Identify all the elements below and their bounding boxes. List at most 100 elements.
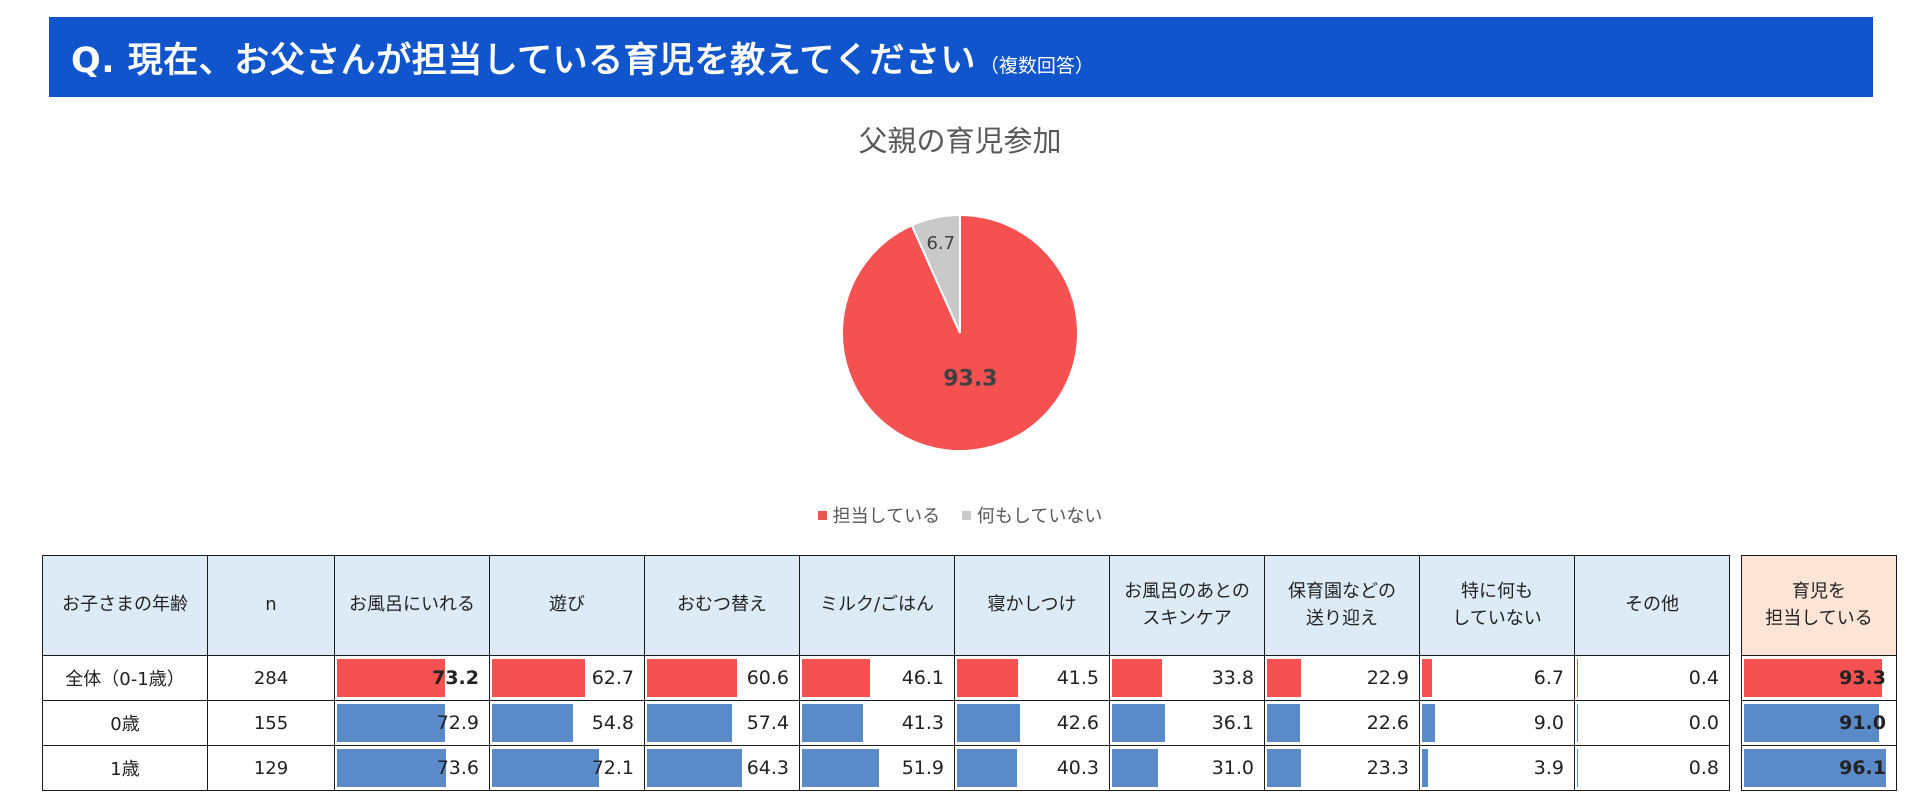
bar-bath bbox=[337, 749, 446, 787]
cell-milk: 51.9 bbox=[799, 745, 955, 791]
cell-skincare: 31.0 bbox=[1109, 745, 1265, 791]
column-header-diaper: おむつ替え bbox=[644, 555, 800, 656]
value-skincare: 36.1 bbox=[1211, 712, 1254, 734]
value-total: 96.1 bbox=[1839, 757, 1886, 779]
row-n: 284 bbox=[207, 655, 335, 701]
column-header-other: その他 bbox=[1574, 555, 1730, 656]
cell-total: 93.3 bbox=[1741, 655, 1897, 701]
value-pickup: 22.9 bbox=[1366, 667, 1409, 689]
pie-label-nothing: 6.7 bbox=[926, 233, 955, 254]
value-diaper: 57.4 bbox=[746, 712, 789, 734]
column-header-skincare: お風呂のあとの スキンケア bbox=[1109, 555, 1265, 656]
bar-other bbox=[1577, 659, 1578, 697]
bar-diaper bbox=[647, 704, 732, 742]
value-other: 0.8 bbox=[1688, 757, 1719, 779]
value-other: 0.0 bbox=[1688, 712, 1719, 734]
question-title: Q. 現在、お父さんが担当している育児を教えてください bbox=[71, 40, 976, 81]
value-milk: 46.1 bbox=[901, 667, 944, 689]
legend-label-assigned: 担当している bbox=[832, 506, 941, 527]
cell-sleep: 40.3 bbox=[954, 745, 1110, 791]
row-n: 155 bbox=[207, 700, 335, 746]
row-label: 1歳 bbox=[42, 745, 208, 791]
cell-diaper: 64.3 bbox=[644, 745, 800, 791]
column-header-bath: お風呂にいれる bbox=[334, 555, 490, 656]
bar-play bbox=[492, 749, 599, 787]
column-header-nothing: 特に何も していない bbox=[1419, 555, 1575, 656]
value-total: 93.3 bbox=[1839, 667, 1886, 689]
bar-bath bbox=[337, 659, 446, 697]
row-label: 全体（0-1歳） bbox=[42, 655, 208, 701]
cell-bath: 72.9 bbox=[334, 700, 490, 746]
legend-swatch-assigned bbox=[817, 510, 827, 520]
pie-label-assigned: 93.3 bbox=[943, 366, 997, 391]
bar-milk bbox=[802, 659, 871, 697]
value-nothing: 9.0 bbox=[1533, 712, 1564, 734]
cell-nothing: 9.0 bbox=[1419, 700, 1575, 746]
cell-total: 91.0 bbox=[1741, 700, 1897, 746]
value-skincare: 33.8 bbox=[1211, 667, 1254, 689]
column-gap bbox=[1730, 656, 1742, 701]
column-header-play: 遊び bbox=[489, 555, 645, 656]
cell-pickup: 23.3 bbox=[1264, 745, 1420, 791]
column-header-sleep: 寝かしつけ bbox=[954, 555, 1110, 656]
table-header-row: お子さまの年齢 n お風呂にいれる 遊び おむつ替え ミルク/ごはん 寝かしつけ お風呂のあと… bbox=[42, 555, 1897, 656]
row-n: 129 bbox=[207, 745, 335, 791]
bar-pickup bbox=[1267, 659, 1301, 697]
pie-slice-nothing bbox=[910, 213, 961, 334]
value-play: 62.7 bbox=[591, 667, 634, 689]
value-milk: 51.9 bbox=[901, 757, 944, 779]
value-milk: 41.3 bbox=[901, 712, 944, 734]
bar-skincare bbox=[1112, 659, 1163, 697]
legend-swatch-nothing bbox=[961, 510, 971, 520]
question-subtitle: （複数回答） bbox=[979, 54, 1094, 77]
bar-pickup bbox=[1267, 704, 1301, 742]
value-diaper: 64.3 bbox=[746, 757, 789, 779]
bar-bath bbox=[337, 704, 445, 742]
cell-play: 54.8 bbox=[489, 700, 645, 746]
childcare-table: お子さまの年齢 n お風呂にいれる 遊び おむつ替え ミルク/ごはん 寝かしつけ お風呂のあと… bbox=[42, 555, 1897, 791]
bar-diaper bbox=[647, 749, 743, 787]
bar-play bbox=[492, 659, 585, 697]
column-header-pickup: 保育園などの 送り迎え bbox=[1264, 555, 1420, 656]
question-header: Q. 現在、お父さんが担当している育児を教えてください （複数回答） bbox=[49, 17, 1873, 97]
bar-skincare bbox=[1112, 704, 1166, 742]
cell-skincare: 36.1 bbox=[1109, 700, 1265, 746]
legend-item-assigned: 担当している bbox=[817, 502, 941, 528]
cell-pickup: 22.6 bbox=[1264, 700, 1420, 746]
bar-total bbox=[1744, 749, 1887, 787]
cell-diaper: 60.6 bbox=[644, 655, 800, 701]
cell-other: 0.0 bbox=[1574, 700, 1730, 746]
value-nothing: 3.9 bbox=[1533, 757, 1564, 779]
cell-pickup: 22.9 bbox=[1264, 655, 1420, 701]
cell-milk: 41.3 bbox=[799, 700, 955, 746]
bar-nothing bbox=[1422, 704, 1436, 742]
value-pickup: 23.3 bbox=[1366, 757, 1409, 779]
cell-other: 0.4 bbox=[1574, 655, 1730, 701]
cell-other: 0.8 bbox=[1574, 745, 1730, 791]
table-row: 0歳 155 72.9 54.8 57.4 41.3 42.6 36.1 22.6 9.0 0.0 9… bbox=[42, 700, 1897, 746]
cell-skincare: 33.8 bbox=[1109, 655, 1265, 701]
bar-other bbox=[1577, 704, 1578, 742]
cell-nothing: 6.7 bbox=[1419, 655, 1575, 701]
value-diaper: 60.6 bbox=[746, 667, 789, 689]
pie-legend: 担当している 何もしていない bbox=[0, 502, 1920, 528]
bar-milk bbox=[802, 749, 879, 787]
bar-pickup bbox=[1267, 749, 1302, 787]
cell-bath: 73.6 bbox=[334, 745, 490, 791]
bar-sleep bbox=[957, 749, 1017, 787]
bar-milk bbox=[802, 704, 864, 742]
cell-total: 96.1 bbox=[1741, 745, 1897, 791]
value-bath: 72.9 bbox=[436, 712, 479, 734]
table-row: 1歳 129 73.6 72.1 64.3 51.9 40.3 31.0 23.3 3.9 0.8 9… bbox=[42, 745, 1897, 791]
bar-other bbox=[1577, 749, 1579, 787]
bar-nothing bbox=[1422, 659, 1432, 697]
column-gap bbox=[1730, 701, 1742, 746]
value-skincare: 31.0 bbox=[1211, 757, 1254, 779]
cell-nothing: 3.9 bbox=[1419, 745, 1575, 791]
cell-play: 62.7 bbox=[489, 655, 645, 701]
cell-diaper: 57.4 bbox=[644, 700, 800, 746]
value-other: 0.4 bbox=[1688, 667, 1719, 689]
bar-nothing bbox=[1422, 749, 1428, 787]
cell-sleep: 41.5 bbox=[954, 655, 1110, 701]
row-label: 0歳 bbox=[42, 700, 208, 746]
